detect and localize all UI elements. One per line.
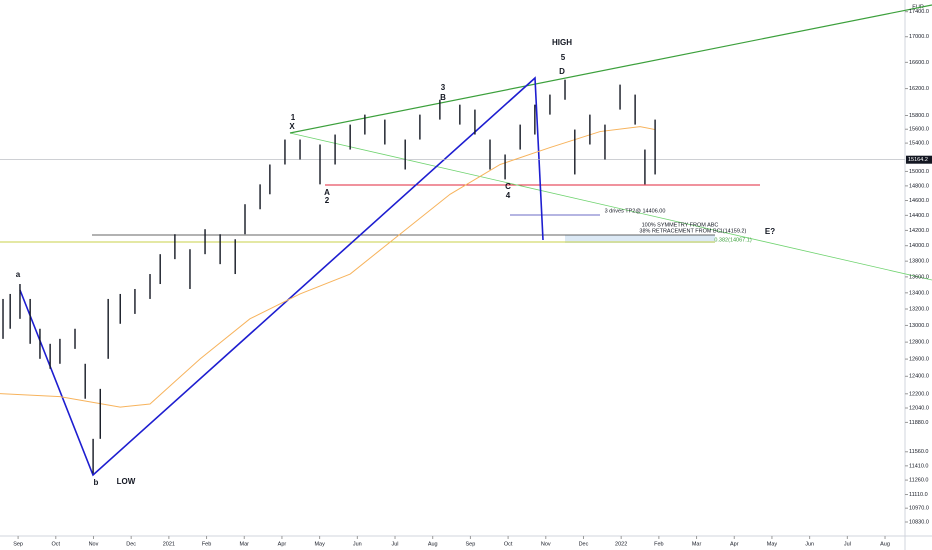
y-tick-label: 14400.0: [909, 213, 929, 219]
y-tick-label: 15800.0: [909, 113, 929, 119]
x-tick-label: Jul: [392, 541, 399, 547]
y-tick-label: 16200.0: [909, 86, 929, 92]
y-tick-label: 12200.0: [909, 391, 929, 397]
x-tick-label: Apr: [278, 541, 287, 547]
x-tick-label: Aug: [428, 541, 438, 547]
x-tick-label: 2022: [615, 541, 627, 547]
y-tick-label: 13800.0: [909, 259, 929, 265]
green-trend-line: [289, 4, 932, 134]
y-tick-label: 13600.0: [909, 274, 929, 280]
annotation: 3 drives TP2@ 14406.00: [605, 208, 666, 214]
x-tick-label: Jun: [805, 541, 814, 547]
x-tick-label: Feb: [202, 541, 211, 547]
x-tick-label: Feb: [654, 541, 663, 547]
annotation: D: [559, 67, 565, 76]
y-tick-label: 11260.0: [909, 478, 928, 484]
x-tick-label: Aug: [880, 541, 890, 547]
y-tick-label: 11880.0: [909, 420, 928, 426]
x-tick-label: Jul: [844, 541, 851, 547]
y-tick-label: 14200.0: [909, 228, 929, 234]
annotation: C: [505, 182, 511, 191]
x-tick-label: Sep: [13, 541, 23, 547]
annotation: 2: [325, 196, 330, 205]
y-tick-label: 15000.0: [909, 169, 929, 175]
y-tick-label: 14000.0: [909, 243, 929, 249]
drawings: [0, 4, 932, 477]
moving-average: [0, 126, 656, 408]
annotation: 1: [291, 113, 296, 122]
y-tick-label: 13200.0: [909, 306, 929, 312]
last-price-label: 15164.2: [908, 157, 928, 163]
x-tick-label: Nov: [89, 541, 99, 547]
annotation: E?: [765, 227, 775, 236]
y-tick-label: 12400.0: [909, 374, 929, 380]
y-tick-label: 17400.0: [909, 9, 929, 15]
y-tick-label: 14600.0: [909, 198, 929, 204]
x-tick-label: Mar: [692, 541, 702, 547]
y-tick-label: 15600.0: [909, 127, 929, 133]
annotation: 100% SYMMETRY FROM ABC: [642, 222, 719, 228]
y-tick-label: 10970.0: [909, 506, 929, 512]
annotation: A: [324, 188, 330, 197]
annotation: 3: [441, 83, 446, 92]
y-tick-label: 10830.0: [909, 519, 929, 525]
y-tick-label: 12600.0: [909, 357, 929, 363]
y-tick-label: 12800.0: [909, 340, 929, 346]
annotation: 38% RETRACEMENT FROM BC: [639, 228, 720, 234]
x-tick-label: Sep: [466, 541, 476, 547]
annotation: X: [289, 122, 295, 131]
annotation: b: [94, 478, 99, 487]
wave-lines: [19, 76, 544, 477]
y-tick-label: 12040.0: [909, 405, 929, 411]
annotation: HIGH: [552, 38, 572, 47]
y-tick-label: 15400.0: [909, 141, 929, 147]
y-tick-label: 14800.0: [909, 183, 929, 189]
x-tick-label: Apr: [730, 541, 739, 547]
y-tick-label: 13000.0: [909, 323, 929, 329]
x-tick-label: Oct: [504, 541, 513, 547]
x-tick-label: Oct: [52, 541, 61, 547]
y-tick-label: 11410.0: [909, 463, 928, 469]
annotation: LOW: [117, 477, 136, 486]
annotation: 1(14159.2): [720, 228, 747, 234]
green-thin-line: [289, 132, 932, 281]
annotation: 4: [506, 191, 511, 200]
x-tick-label: May: [314, 541, 325, 547]
annotation: 0.382(14067.1): [714, 237, 751, 243]
x-tick-label: Dec: [126, 541, 136, 547]
x-tick-label: Jun: [353, 541, 362, 547]
y-tick-label: 11110.0: [909, 492, 928, 498]
x-tick-label: May: [767, 541, 778, 547]
x-tick-label: Dec: [579, 541, 589, 547]
annotation: a: [16, 270, 21, 279]
last-price-tag: [906, 155, 932, 164]
x-tick-label: Mar: [240, 541, 250, 547]
y-tick-label: 16600.0: [909, 60, 929, 66]
annotation: 5: [561, 53, 566, 62]
x-tick-label: 2021: [163, 541, 175, 547]
target-zone: [565, 235, 715, 243]
annotation: B: [440, 93, 446, 102]
y-tick-label: 11560.0: [909, 449, 928, 455]
x-tick-label: Nov: [541, 541, 551, 547]
y-tick-label: 13400.0: [909, 290, 929, 296]
y-tick-label: 17000.0: [909, 34, 929, 40]
